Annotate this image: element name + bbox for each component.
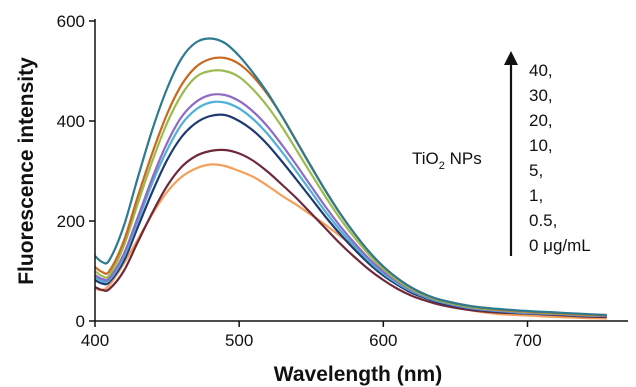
concentration-level: 1,	[529, 186, 543, 205]
concentration-level: 20,	[529, 111, 553, 130]
concentration-level: 0.5,	[529, 211, 557, 230]
y-tick-label: 400	[57, 112, 85, 131]
series-line-1	[94, 148, 607, 319]
concentration-level: 40,	[529, 61, 553, 80]
concentration-level: 30,	[529, 86, 553, 105]
tio2-nps-label: TiO2 NPs	[412, 149, 482, 172]
x-tick-label: 400	[81, 331, 109, 350]
y-tick-label: 600	[57, 12, 85, 31]
x-tick-label: 600	[369, 331, 397, 350]
arrow-up-icon	[504, 51, 518, 65]
tio2-label-tail: NPs	[445, 149, 482, 168]
y-axis-title: Fluorescence intensity	[15, 57, 38, 285]
concentration-level: 5,	[529, 161, 543, 180]
tio2-label-sub: 2	[439, 160, 445, 172]
x-axis-title: Wavelength (nm)	[274, 363, 442, 386]
y-tick-label: 200	[57, 212, 85, 231]
x-tick-label: 500	[225, 331, 253, 350]
concentration-annotation: TiO2 NPs 40, 30, 20, 10, 5, 1, 0.5, 0 μg/mL	[412, 51, 591, 256]
ticks-layer: 400 500 600 700 0 200 400 600	[57, 12, 542, 350]
concentration-level: 0 μg/mL	[529, 236, 591, 255]
concentration-level: 10,	[529, 136, 553, 155]
series-line-7	[94, 37, 607, 317]
series-layer	[94, 37, 607, 320]
tio2-label-main: TiO	[412, 149, 439, 168]
levels-list: 40, 30, 20, 10, 5, 1, 0.5, 0 μg/mL	[529, 61, 591, 255]
y-tick-label: 0	[76, 312, 85, 331]
x-tick-label: 700	[513, 331, 541, 350]
